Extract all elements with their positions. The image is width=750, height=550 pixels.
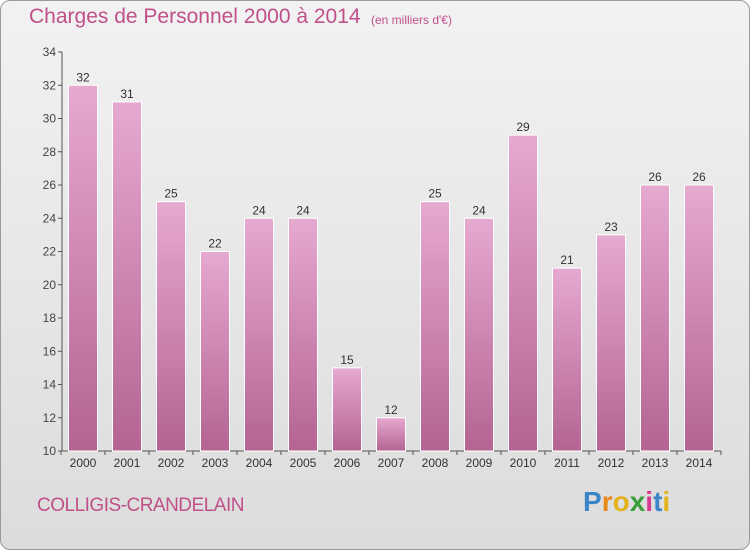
logo-letter: x xyxy=(629,486,646,517)
y-tick-label: 14 xyxy=(43,378,57,392)
data-label: 29 xyxy=(516,120,530,134)
x-tick-label: 2013 xyxy=(642,456,669,470)
x-tick-label: 2001 xyxy=(114,456,141,470)
data-label: 12 xyxy=(384,403,398,417)
bar-2014 xyxy=(684,184,714,452)
x-tick-label: 2006 xyxy=(334,456,361,470)
x-tick-label: 2009 xyxy=(466,456,493,470)
x-tick-label: 2014 xyxy=(686,456,713,470)
data-label: 25 xyxy=(428,187,442,201)
x-tick-label: 2007 xyxy=(378,456,405,470)
data-label: 26 xyxy=(648,170,662,184)
y-tick-label: 18 xyxy=(43,311,57,325)
logo-letter: r xyxy=(601,486,613,517)
y-tick-label: 22 xyxy=(43,245,57,259)
bar-2000 xyxy=(68,84,98,452)
bar-2006 xyxy=(332,367,362,452)
x-tick-label: 2012 xyxy=(598,456,625,470)
bar-2001 xyxy=(112,101,142,452)
y-tick-label: 28 xyxy=(43,145,57,159)
labels: 2000 32 2001 31 2002 25 2003 22 2004 24 2005 24 2006… xyxy=(70,70,713,470)
proxiti-logo[interactable]: Proxiti xyxy=(583,486,670,518)
bar-2010 xyxy=(508,134,538,452)
x-tick-label: 2010 xyxy=(510,456,537,470)
x-tick-label: 2004 xyxy=(246,456,273,470)
y-tick-label: 32 xyxy=(43,78,57,92)
data-label: 32 xyxy=(76,70,90,84)
data-label: 23 xyxy=(604,220,618,234)
chart-title: Charges de Personnel 2000 à 2014 xyxy=(29,5,361,28)
y-tick-label: 20 xyxy=(43,278,57,292)
x-tick-label: 2002 xyxy=(158,456,185,470)
data-label: 22 xyxy=(208,237,222,251)
data-label: 31 xyxy=(120,87,134,101)
data-label: 24 xyxy=(472,203,486,217)
y-tick-label: 34 xyxy=(43,45,57,59)
bar-2011 xyxy=(552,267,582,452)
bar-2002 xyxy=(156,201,186,452)
bar-2007 xyxy=(376,417,406,452)
chart-subtitle: (en milliers d'€) xyxy=(371,13,452,27)
x-tick-label: 2005 xyxy=(290,456,317,470)
bar-2005 xyxy=(288,217,318,452)
bar-2008 xyxy=(420,201,450,452)
y-tick-label: 30 xyxy=(43,112,57,126)
bars xyxy=(68,84,714,452)
y-tick-label: 12 xyxy=(43,411,57,425)
data-label: 15 xyxy=(340,353,354,367)
logo-letter: i xyxy=(645,486,654,517)
data-label: 24 xyxy=(252,203,266,217)
x-tick-label: 2003 xyxy=(202,456,229,470)
bar-2004 xyxy=(244,217,274,452)
commune-name: COLLIGIS-CRANDELAIN xyxy=(37,495,244,516)
data-label: 21 xyxy=(560,253,574,267)
y-tick-label: 26 xyxy=(43,178,57,192)
y-tick-label: 16 xyxy=(43,344,57,358)
data-label: 26 xyxy=(692,170,706,184)
logo-letter: o xyxy=(612,486,630,517)
bar-2003 xyxy=(200,251,230,452)
bar-2013 xyxy=(640,184,670,452)
y-tick-label: 24 xyxy=(43,211,57,225)
logo-letter: i xyxy=(662,486,671,517)
x-tick-label: 2000 xyxy=(70,456,97,470)
data-label: 25 xyxy=(164,187,178,201)
logo-letter: t xyxy=(653,486,663,517)
y-tick-label: 10 xyxy=(43,444,57,458)
bar-2009 xyxy=(464,217,494,452)
data-label: 24 xyxy=(296,203,310,217)
bar-2012 xyxy=(596,234,626,452)
logo-letter: P xyxy=(583,486,602,517)
x-tick-label: 2008 xyxy=(422,456,449,470)
x-tick-label: 2011 xyxy=(554,456,580,470)
